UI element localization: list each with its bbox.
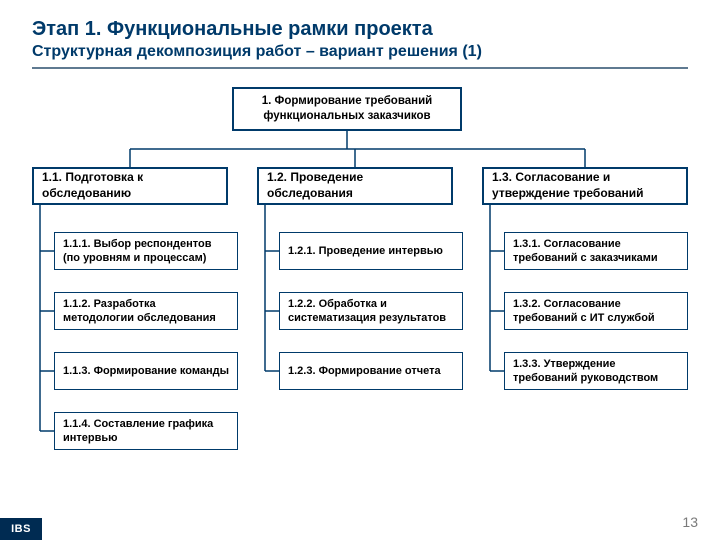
wbs-leaf: 1.2.3. Формирование отчета bbox=[279, 352, 463, 390]
title-rule bbox=[32, 67, 688, 69]
wbs-leaf: 1.1.3. Формирование команды bbox=[54, 352, 238, 390]
wbs-group-1: 1.1. Подготовка к обследованию bbox=[32, 167, 228, 205]
slide-title: Этап 1. Функциональные рамки проекта bbox=[32, 18, 688, 41]
wbs-leaf: 1.3.2. Согласование требований с ИТ служ… bbox=[504, 292, 688, 330]
wbs-group-2: 1.2. Проведение обследования bbox=[257, 167, 453, 205]
wbs-leaf: 1.2.1. Проведение интервью bbox=[279, 232, 463, 270]
wbs-leaf: 1.3.3. Утверждение требований руководств… bbox=[504, 352, 688, 390]
page-number: 13 bbox=[682, 514, 698, 530]
wbs-leaf: 1.2.2. Обработка и систематизация резуль… bbox=[279, 292, 463, 330]
wbs-group-3: 1.3. Согласование и утверждение требован… bbox=[482, 167, 688, 205]
wbs-leaf: 1.1.1. Выбор респондентов (по уровням и … bbox=[54, 232, 238, 270]
slide: Этап 1. Функциональные рамки проекта Стр… bbox=[0, 0, 720, 540]
wbs-root: 1. Формирование требований функциональны… bbox=[232, 87, 462, 131]
wbs-leaf: 1.1.4. Составление графика интервью bbox=[54, 412, 238, 450]
wbs-leaf: 1.1.2. Разработка методологии обследован… bbox=[54, 292, 238, 330]
logo-badge: IBS bbox=[0, 518, 42, 540]
wbs-diagram: 1. Формирование требований функциональны… bbox=[32, 87, 688, 487]
slide-subtitle: Структурная декомпозиция работ – вариант… bbox=[32, 43, 688, 61]
wbs-leaf: 1.3.1. Согласование требований с заказчи… bbox=[504, 232, 688, 270]
